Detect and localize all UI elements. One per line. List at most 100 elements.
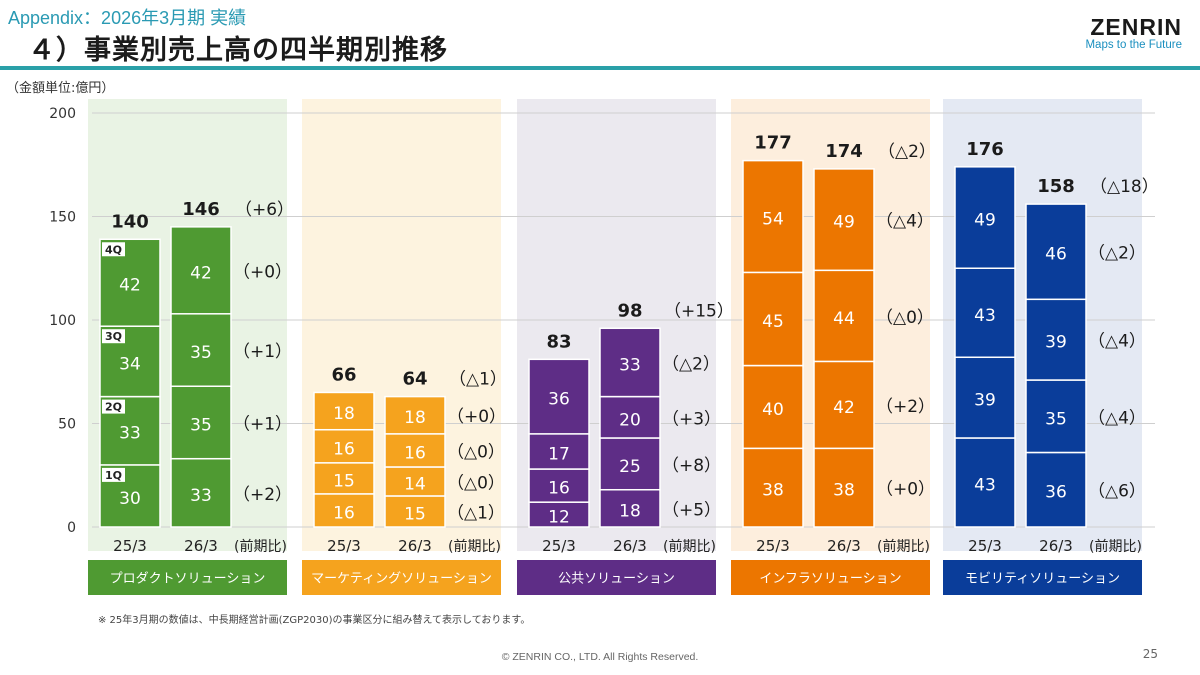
x-category-label: 26/3: [613, 537, 647, 555]
segment-value-label: 33: [190, 486, 212, 506]
segment-value-label: 17: [548, 444, 570, 464]
segment-value-label: 43: [974, 306, 996, 326]
bar-segment-2-25/3-q1: [313, 493, 375, 528]
page-number: 25: [1142, 647, 1158, 661]
total-change-label: （△18）: [1090, 177, 1159, 197]
bar-total-label: 66: [331, 364, 356, 385]
bar-segment-3-25/3-q2: [528, 468, 590, 503]
segment-value-label: 34: [119, 354, 141, 374]
bar-segment-5-26/3-q3: [1025, 298, 1087, 381]
bar-segment-4-26/3-q3: [813, 269, 875, 363]
segment-value-label: 35: [190, 343, 212, 363]
bar-segment-4-25/3-q3: [742, 271, 804, 367]
segment-value-label: 49: [974, 211, 996, 231]
segment-value-label: 35: [190, 415, 212, 435]
quarter-change-label: （△1）: [447, 503, 505, 523]
segment-banner-2: [302, 560, 501, 595]
segment-value-label: 14: [404, 474, 426, 494]
segment-value-label: 36: [548, 390, 570, 410]
quarter-tag-bg: [102, 467, 125, 482]
bar-total-label: 98: [617, 300, 642, 321]
bar-segment-4-25/3-q1: [742, 447, 804, 528]
appendix-label: Appendix：2026年3月期 実績: [8, 8, 247, 28]
y-tick-label: 100: [49, 313, 76, 329]
quarter-change-label: （△0）: [447, 473, 505, 493]
bar-segment-2-25/3-q3: [313, 428, 375, 464]
quarter-change-label: （+0）: [876, 480, 935, 500]
bar-total-label: 140: [111, 211, 149, 232]
segment-value-label: 54: [762, 210, 784, 230]
zenrin-logo: ZENRIN Maps to the Future: [1085, 14, 1182, 51]
x-category-label: 26/3: [398, 537, 432, 555]
bar-segment-5-25/3-q4: [954, 166, 1016, 270]
bar-segment-5-26/3-q4: [1025, 203, 1087, 301]
quarter-tag-bg: [102, 329, 125, 344]
quarter-change-label: （△2）: [662, 354, 720, 374]
segment-name-label: インフラソリューション: [759, 572, 901, 587]
x-category-label: 25/3: [756, 537, 790, 555]
bar-segment-4-25/3-q4: [742, 159, 804, 274]
quarter-change-label: （△4）: [1088, 332, 1146, 352]
y-tick-label: 150: [49, 210, 76, 226]
bar-segment-3-26/3-q3: [599, 395, 661, 439]
segment-value-label: 49: [833, 213, 855, 233]
segment-value-label: 16: [548, 479, 570, 499]
bar-total-label: 158: [1037, 176, 1075, 197]
footnote: ※ 25年3月期の数値は、中長期経営計画(ZGP2030)の事業区分に組み替えて…: [98, 615, 531, 626]
bar-total-label: 174: [825, 141, 863, 162]
x-category-label: 25/3: [968, 537, 1002, 555]
segment-banner-5: [943, 560, 1142, 595]
segment-value-label: 43: [974, 475, 996, 495]
comparison-label: (前期比): [448, 538, 501, 555]
segment-value-label: 16: [404, 443, 426, 463]
bar-total-label: 177: [754, 133, 792, 154]
quarter-change-label: （+5）: [662, 500, 721, 520]
quarter-tag-label: 1Q: [105, 469, 122, 482]
segment-value-label: 30: [119, 489, 141, 509]
copyright: © ZENRIN CO., LTD. All Rights Reserved.: [501, 651, 699, 663]
segment-value-label: 44: [833, 309, 855, 329]
bar-total-label: 64: [402, 369, 427, 390]
segment-name-label: 公共ソリューション: [558, 572, 675, 587]
segment-banner-4: [731, 560, 930, 595]
segment-value-label: 15: [333, 471, 355, 491]
segment-value-label: 42: [190, 263, 212, 283]
bar-total-label: 176: [966, 139, 1004, 160]
segment-value-label: 42: [833, 398, 855, 418]
quarter-change-label: （+0）: [447, 407, 506, 427]
bar-segment-1-26/3-q4: [170, 226, 232, 315]
y-tick-label: 50: [58, 417, 76, 433]
segment-value-label: 20: [619, 410, 641, 430]
quarter-change-label: （△0）: [447, 442, 505, 462]
segment-name-label: マーケティングソリューション: [311, 572, 492, 587]
bar-segment-5-26/3-q1: [1025, 451, 1087, 528]
stacked-bar-chart: 0 50 100 150 200 30 1Q 33 2Q 34 3Q 42 4Q 140 25/3 33 （+2…: [49, 99, 1159, 595]
segment-value-label: 35: [1045, 409, 1067, 429]
x-category-label: 25/3: [327, 537, 361, 555]
segment-value-label: 33: [119, 424, 141, 444]
total-change-label: （+15）: [664, 301, 734, 321]
bar-segment-4-26/3-q2: [813, 360, 875, 450]
bar-segment-2-25/3-q2: [313, 462, 375, 495]
quarter-change-label: （+0）: [233, 262, 292, 282]
bar-segment-4-26/3-q1: [813, 447, 875, 528]
quarter-change-label: （△4）: [1088, 408, 1146, 428]
segment-value-label: 16: [333, 503, 355, 523]
segment-value-label: 15: [404, 504, 426, 524]
quarter-change-label: （+1）: [233, 414, 292, 434]
segment-value-label: 33: [619, 355, 641, 375]
header-divider: [0, 66, 1200, 70]
segment-name-label: プロダクトソリューション: [110, 572, 266, 587]
quarter-change-label: （△2）: [1088, 244, 1146, 264]
bar-segment-2-26/3-q2: [384, 466, 446, 497]
bar-segment-1-26/3-q2: [170, 385, 232, 460]
bar-segment-2-25/3-q4: [313, 391, 375, 431]
quarter-change-label: （△6）: [1088, 482, 1146, 502]
quarter-tag-label: 2Q: [105, 401, 122, 414]
total-change-label: （+6）: [235, 200, 294, 220]
comparison-label: (前期比): [1089, 538, 1142, 555]
bar-segment-3-25/3-q4: [528, 358, 590, 435]
total-change-label: （△1）: [449, 370, 507, 390]
page-title: ４）事業別売上高の四半期別推移: [28, 35, 448, 66]
segment-name-label: モビリティソリューション: [965, 572, 1120, 587]
